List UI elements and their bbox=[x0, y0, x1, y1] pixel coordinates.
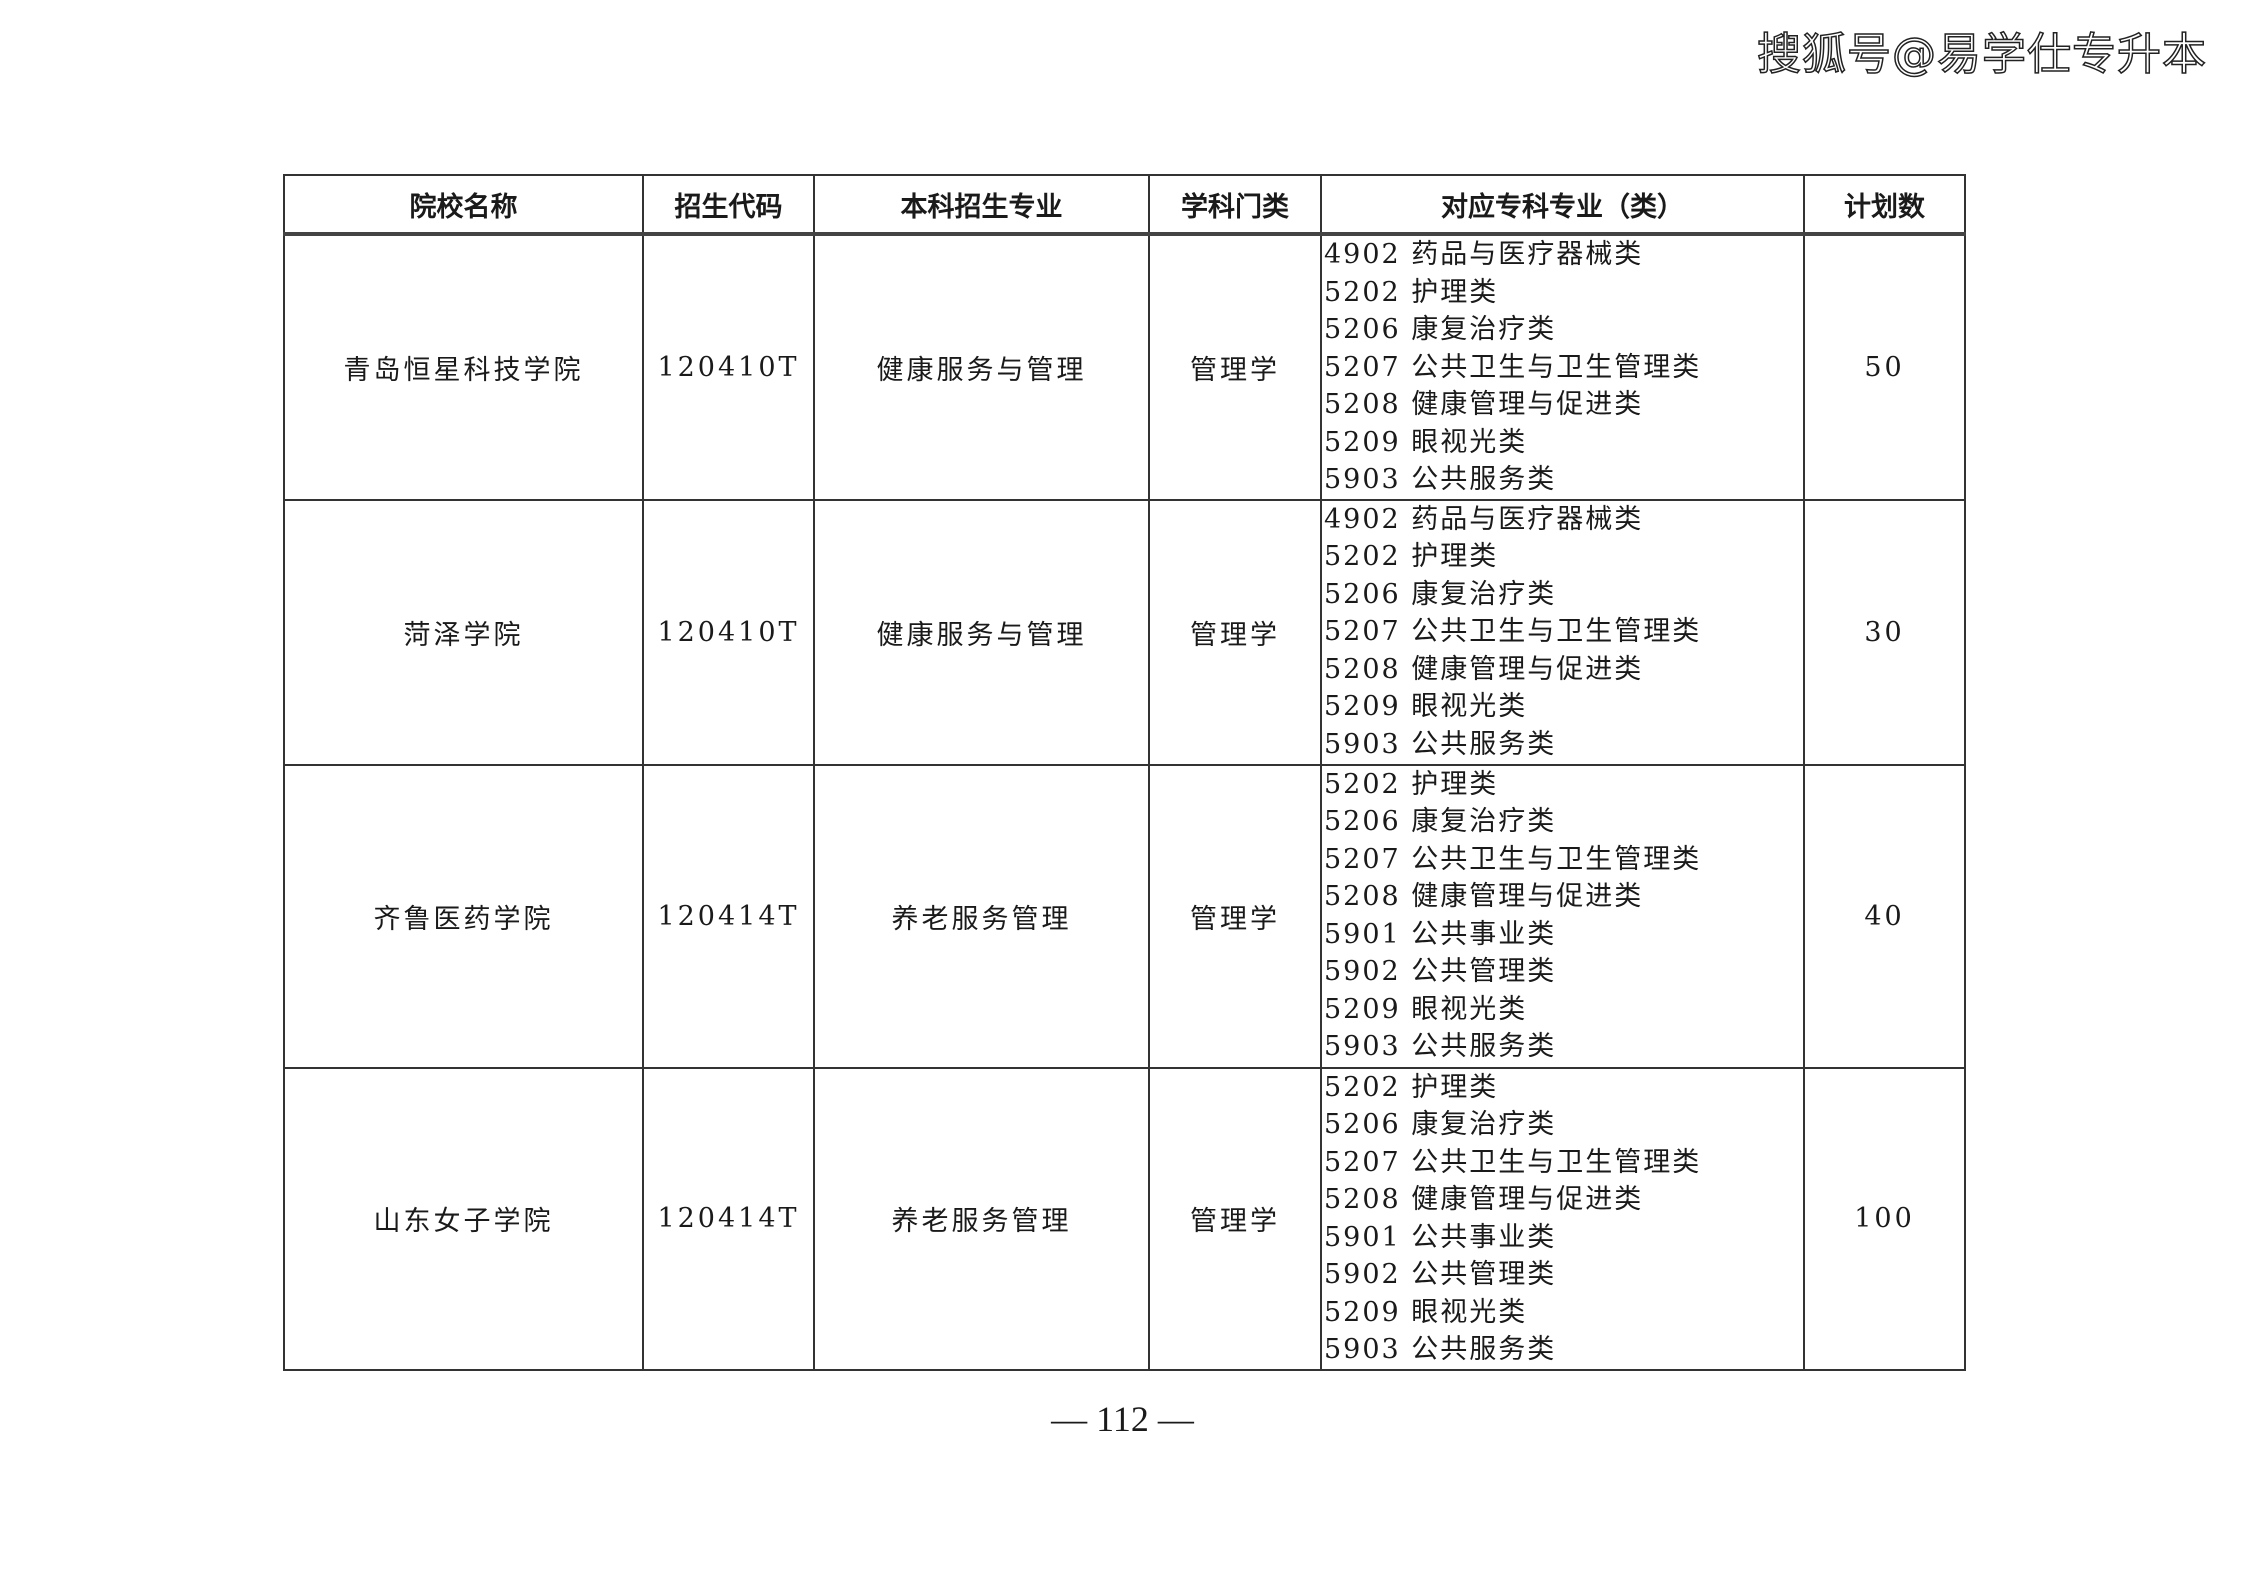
sub-major-item: 5202 护理类 bbox=[1324, 276, 1499, 308]
discipline-category: 管理学 bbox=[1148, 233, 1322, 501]
header-category: 学科门类 bbox=[1148, 174, 1322, 236]
enrollment-code: 120410T bbox=[642, 498, 815, 766]
sub-major-item: 5206 康复治疗类 bbox=[1324, 806, 1557, 837]
discipline-category: 管理学 bbox=[1148, 498, 1322, 766]
table-header-row: 院校名称 招生代码 本科招生专业 学科门类 对应专科专业（类） 计划数 bbox=[283, 174, 1966, 236]
watermark: 搜狐号@易学仕专升本 bbox=[1756, 28, 2207, 81]
undergrad-major: 养老服务管理 bbox=[813, 763, 1150, 1069]
sub-major-item: 5208 健康管理与促进类 bbox=[1324, 653, 1644, 685]
sub-major-item: 5202 护理类 bbox=[1324, 1071, 1499, 1103]
sub-major-item: 5209 眼视光类 bbox=[1324, 691, 1528, 722]
table-row: 齐鲁医药学院 120414T 养老服务管理 管理学 5202 护理类 5206 康复治疗类… bbox=[283, 763, 1966, 1069]
sub-major-item: 5903 公共服务类 bbox=[1324, 728, 1557, 760]
sub-major-item: 5209 眼视光类 bbox=[1324, 426, 1528, 458]
sub-major-item: 5903 公共服务类 bbox=[1324, 1334, 1557, 1365]
enrollment-code: 120410T bbox=[642, 233, 815, 501]
sub-major-item: 5206 康复治疗类 bbox=[1324, 1109, 1557, 1140]
enrollment-code: 120414T bbox=[642, 763, 815, 1069]
sub-major-item: 5207 公共卫生与卫生管理类 bbox=[1324, 1146, 1702, 1178]
enrollment-code: 120414T bbox=[642, 1066, 815, 1371]
undergrad-major: 健康服务与管理 bbox=[813, 498, 1150, 766]
school-name: 山东女子学院 bbox=[283, 1066, 644, 1371]
sub-majors-cell: 5202 护理类 5206 康复治疗类 5207 公共卫生与卫生管理类 5208 健康… bbox=[1320, 763, 1805, 1069]
sub-majors-cell: 4902 药品与医疗器械类 5202 护理类 5206 康复治疗类 5207 公共卫生… bbox=[1320, 233, 1805, 501]
header-plan: 计划数 bbox=[1803, 174, 1966, 236]
sub-major-item: 4902 药品与医疗器械类 bbox=[1324, 503, 1644, 535]
header-major: 本科招生专业 bbox=[813, 174, 1150, 236]
sub-major-item: 5901 公共事业类 bbox=[1324, 1221, 1557, 1253]
sub-major-item: 5903 公共服务类 bbox=[1324, 464, 1557, 495]
school-name: 菏泽学院 bbox=[283, 498, 644, 766]
sub-major-item: 5209 眼视光类 bbox=[1324, 993, 1528, 1025]
sub-major-item: 5902 公共管理类 bbox=[1324, 956, 1557, 987]
discipline-category: 管理学 bbox=[1148, 1066, 1322, 1371]
sub-major-item: 5202 护理类 bbox=[1324, 541, 1499, 572]
header-code: 招生代码 bbox=[642, 174, 815, 236]
undergrad-major: 养老服务管理 bbox=[813, 1066, 1150, 1371]
sub-major-item: 5208 健康管理与促进类 bbox=[1324, 1184, 1644, 1215]
page-number: — 112 — bbox=[1051, 1399, 1194, 1439]
sub-majors-cell: 5202 护理类 5206 康复治疗类 5207 公共卫生与卫生管理类 5208 健康… bbox=[1320, 1066, 1805, 1371]
plan-count: 100 bbox=[1803, 1066, 1966, 1371]
header-school: 院校名称 bbox=[283, 174, 644, 236]
sub-major-item: 5208 健康管理与促进类 bbox=[1324, 881, 1644, 912]
sub-major-item: 5206 康复治疗类 bbox=[1324, 578, 1557, 610]
sub-major-item: 5208 健康管理与促进类 bbox=[1324, 389, 1644, 420]
sub-major-item: 5207 公共卫生与卫生管理类 bbox=[1324, 616, 1702, 647]
sub-major-item: 5903 公共服务类 bbox=[1324, 1031, 1557, 1062]
sub-majors-cell: 4902 药品与医疗器械类 5202 护理类 5206 康复治疗类 5207 公共卫生… bbox=[1320, 498, 1805, 766]
sub-major-item: 5207 公共卫生与卫生管理类 bbox=[1324, 351, 1702, 383]
sub-major-item: 5902 公共管理类 bbox=[1324, 1259, 1557, 1290]
enrollment-table: 院校名称 招生代码 本科招生专业 学科门类 对应专科专业（类） 计划数 青岛恒星… bbox=[283, 174, 1966, 1371]
sub-major-item: 5209 眼视光类 bbox=[1324, 1296, 1528, 1328]
table-row: 青岛恒星科技学院 120410T 健康服务与管理 管理学 4902 药品与医疗器械类 52… bbox=[283, 233, 1966, 501]
undergrad-major: 健康服务与管理 bbox=[813, 233, 1150, 501]
plan-count: 30 bbox=[1803, 498, 1966, 766]
plan-count: 40 bbox=[1803, 763, 1966, 1069]
sub-major-item: 5202 护理类 bbox=[1324, 768, 1499, 800]
school-name: 青岛恒星科技学院 bbox=[283, 233, 644, 501]
plan-count: 50 bbox=[1803, 233, 1966, 501]
header-sub-majors: 对应专科专业（类） bbox=[1320, 174, 1805, 236]
sub-major-item: 5206 康复治疗类 bbox=[1324, 314, 1557, 345]
sub-major-item: 5207 公共卫生与卫生管理类 bbox=[1324, 843, 1702, 875]
table-row: 山东女子学院 120414T 养老服务管理 管理学 5202 护理类 5206 康复治疗类… bbox=[283, 1066, 1966, 1371]
school-name: 齐鲁医药学院 bbox=[283, 763, 644, 1069]
discipline-category: 管理学 bbox=[1148, 763, 1322, 1069]
table-row: 菏泽学院 120410T 健康服务与管理 管理学 4902 药品与医疗器械类 5202 护… bbox=[283, 498, 1966, 766]
sub-major-item: 4902 药品与医疗器械类 bbox=[1324, 239, 1644, 270]
sub-major-item: 5901 公共事业类 bbox=[1324, 918, 1557, 950]
